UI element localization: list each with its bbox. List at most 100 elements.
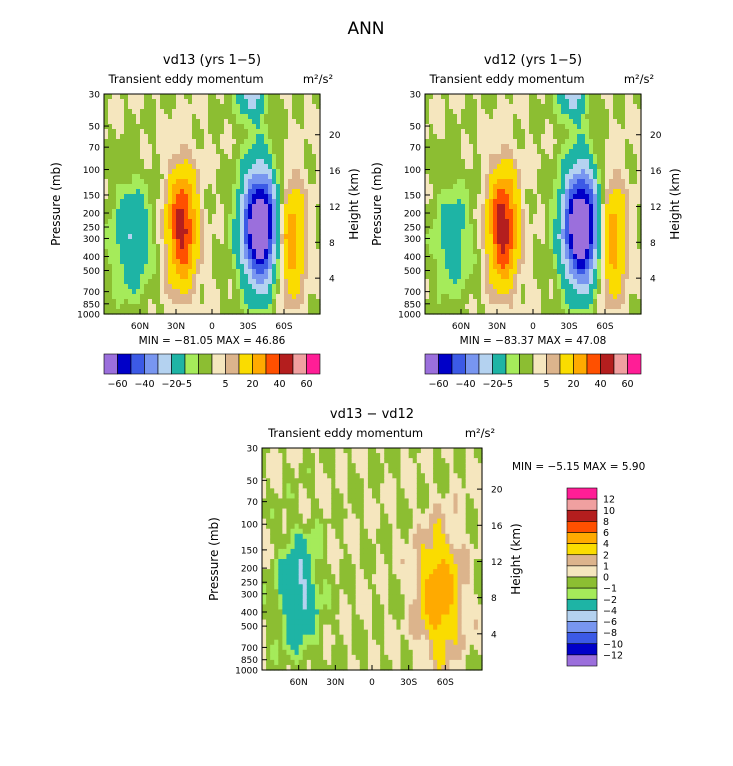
contour-cell bbox=[429, 269, 434, 275]
contour-cell bbox=[521, 119, 526, 125]
contour-cell bbox=[176, 99, 181, 105]
contour-cell bbox=[577, 234, 582, 240]
contour-cell bbox=[573, 104, 578, 110]
contour-cell bbox=[228, 294, 233, 300]
contour-cell bbox=[104, 129, 109, 135]
contour-cell bbox=[549, 279, 554, 285]
contour-cell bbox=[180, 234, 185, 240]
contour-cell bbox=[573, 199, 578, 205]
contour-cell bbox=[164, 294, 169, 300]
contour-cell bbox=[505, 129, 510, 135]
contour-cell bbox=[204, 159, 209, 165]
contour-cell bbox=[280, 289, 285, 295]
contour-cell bbox=[260, 94, 265, 100]
contour-cell bbox=[262, 448, 267, 454]
contour-cell bbox=[296, 134, 301, 140]
contour-cell bbox=[262, 493, 267, 499]
contour-cell bbox=[617, 159, 622, 165]
contour-cell bbox=[521, 274, 526, 280]
contour-cell bbox=[585, 104, 590, 110]
contour-cell bbox=[565, 109, 570, 115]
contour-cell bbox=[589, 179, 594, 185]
contour-cell bbox=[252, 284, 257, 290]
contour-cell bbox=[188, 194, 193, 200]
contour-cell bbox=[545, 174, 550, 180]
contour-cell bbox=[617, 209, 622, 215]
contour-cell bbox=[577, 264, 582, 270]
contour-cell bbox=[168, 144, 173, 150]
contour-cell bbox=[264, 159, 269, 165]
contour-cell bbox=[425, 164, 430, 170]
contour-cell bbox=[220, 269, 225, 275]
contour-cell bbox=[533, 109, 538, 115]
contour-cell bbox=[176, 219, 181, 225]
contour-cell bbox=[425, 129, 430, 135]
contour-cell bbox=[625, 259, 630, 265]
contour-cell bbox=[521, 94, 526, 100]
contour-cell bbox=[453, 294, 458, 300]
contour-cell bbox=[533, 179, 538, 185]
contour-cell bbox=[537, 144, 542, 150]
contour-cell bbox=[180, 99, 185, 105]
contour-cell bbox=[453, 169, 458, 175]
colorbar-label: −40 bbox=[134, 379, 154, 390]
contour-cell bbox=[445, 209, 450, 215]
contour-cell bbox=[609, 189, 614, 195]
contour-cell bbox=[268, 299, 273, 305]
contour-cell bbox=[276, 99, 281, 105]
contour-cell bbox=[108, 179, 113, 185]
contour-cell bbox=[561, 249, 566, 255]
contour-cell bbox=[180, 279, 185, 285]
contour-cell bbox=[497, 269, 502, 275]
contour-cell bbox=[288, 189, 293, 195]
contour-cell bbox=[605, 279, 610, 285]
contour-cell bbox=[152, 289, 157, 295]
contour-cell bbox=[485, 184, 490, 190]
contour-cell bbox=[549, 154, 554, 160]
contour-cell bbox=[513, 304, 518, 310]
contour-cell bbox=[148, 299, 153, 305]
contour-cell bbox=[272, 229, 277, 235]
contour-cell bbox=[625, 119, 630, 125]
contour-cell bbox=[160, 224, 165, 230]
contour-cell bbox=[541, 99, 546, 105]
contour-cell bbox=[296, 179, 301, 185]
contour-cell bbox=[457, 164, 462, 170]
contour-cell bbox=[248, 294, 253, 300]
contour-cell bbox=[288, 254, 293, 260]
contour-cell bbox=[561, 119, 566, 125]
contour-cell bbox=[489, 164, 494, 170]
contour-cell bbox=[292, 134, 297, 140]
contour-cell bbox=[477, 269, 482, 275]
contour-cell bbox=[104, 184, 109, 190]
contour-cell bbox=[248, 194, 253, 200]
contour-cell bbox=[445, 239, 450, 245]
contour-cell bbox=[617, 174, 622, 180]
contour-cell bbox=[497, 199, 502, 205]
contour-cell bbox=[136, 234, 141, 240]
contour-cell bbox=[124, 114, 129, 120]
contour-cell bbox=[124, 94, 129, 100]
contour-cell bbox=[521, 194, 526, 200]
contour-cell bbox=[605, 209, 610, 215]
contour-cell bbox=[184, 244, 189, 250]
contour-cell bbox=[561, 199, 566, 205]
contour-cell bbox=[581, 294, 586, 300]
contour-cell bbox=[477, 254, 482, 260]
contour-cell bbox=[164, 134, 169, 140]
contour-cell bbox=[509, 134, 514, 140]
contour-cell bbox=[192, 159, 197, 165]
contour-cell bbox=[116, 304, 121, 310]
contour-cell bbox=[473, 244, 478, 250]
contour-cell bbox=[180, 269, 185, 275]
contour-cell bbox=[625, 94, 630, 100]
contour-cell bbox=[204, 224, 209, 230]
contour-cell bbox=[132, 159, 137, 165]
contour-cell bbox=[513, 99, 518, 105]
contour-cell bbox=[533, 174, 538, 180]
contour-cell bbox=[120, 144, 125, 150]
contour-cell bbox=[266, 448, 271, 454]
contour-cell bbox=[633, 199, 638, 205]
